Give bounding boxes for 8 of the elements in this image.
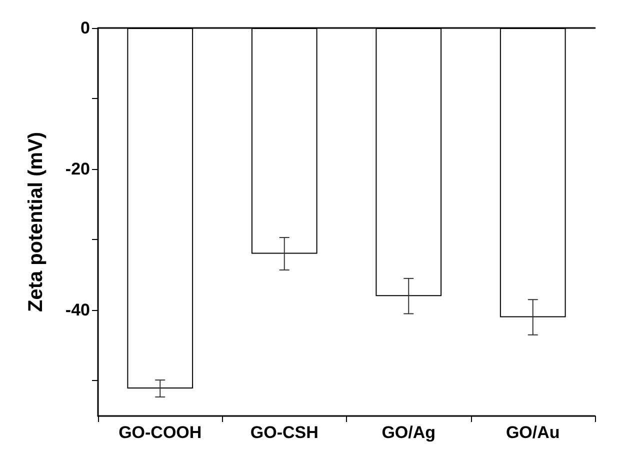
x-tick-label: GO-CSH — [250, 423, 318, 442]
x-tick-label: GO-COOH — [118, 423, 202, 442]
y-tick-label: 0 — [80, 18, 90, 38]
y-tick-label: -40 — [65, 300, 90, 320]
x-tick-label: GO/Ag — [382, 423, 436, 442]
x-tick-label: GO/Au — [506, 423, 560, 442]
y-tick-label: -20 — [65, 160, 90, 179]
y-axis-title: Zeta potential (mV) — [25, 132, 47, 312]
